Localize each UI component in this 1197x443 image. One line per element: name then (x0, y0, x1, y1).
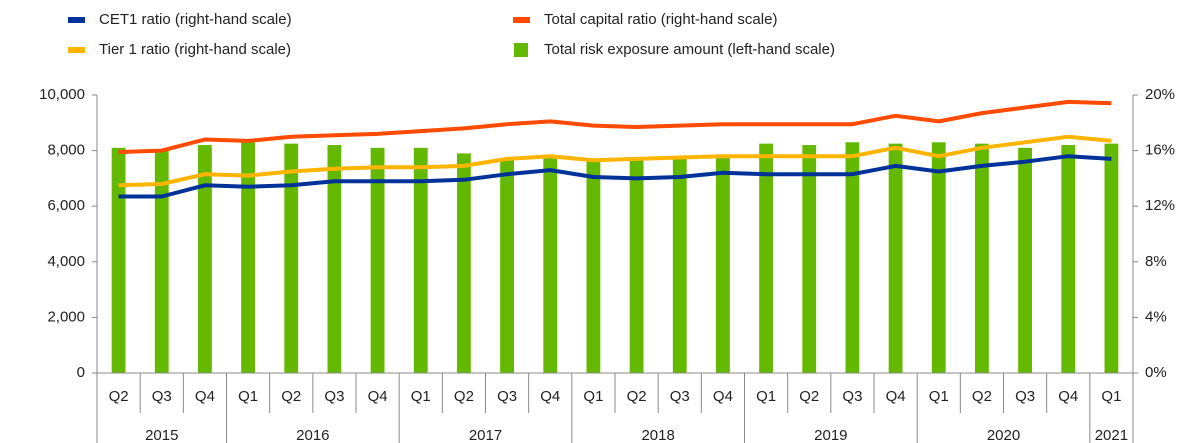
y-tick-label: 10,000 (39, 86, 85, 103)
legend-label: CET1 ratio (right-hand scale) (99, 11, 292, 28)
y2-tick-label: 16% (1145, 142, 1175, 159)
legend-swatch (68, 17, 85, 23)
y-tick-label: 0 (77, 364, 85, 381)
bar (759, 143, 773, 373)
x-tick-label: Q1 (929, 388, 949, 405)
x-group-label: 2020 (987, 427, 1020, 443)
line (118, 154, 1112, 199)
legend-swatch (68, 47, 85, 53)
x-tick-label: Q2 (972, 388, 992, 405)
x-tick-label: Q4 (368, 388, 388, 405)
bar (111, 147, 126, 373)
bar (802, 145, 817, 373)
x-tick-label: Q4 (713, 388, 733, 405)
bar (284, 143, 299, 373)
bar (413, 147, 428, 373)
x-group-label: 2021 (1095, 427, 1128, 443)
legend-swatch (514, 43, 528, 57)
line (118, 99, 1112, 154)
x-tick-label: Q4 (886, 388, 906, 405)
y2-tick-label: 12% (1145, 197, 1175, 214)
x-tick-label: Q1 (238, 388, 258, 405)
legend-label: Tier 1 ratio (right-hand scale) (99, 41, 291, 58)
bar (543, 157, 558, 373)
x-tick-label: Q2 (627, 388, 647, 405)
bar (845, 142, 860, 373)
x-tick-label: Q2 (109, 388, 129, 405)
bar (1104, 143, 1119, 373)
legend-label: Total capital ratio (right-hand scale) (544, 11, 777, 28)
x-group-label: 2018 (641, 427, 674, 443)
bar (198, 145, 212, 373)
bar (931, 142, 946, 373)
bar (888, 143, 903, 373)
x-tick-label: Q2 (281, 388, 301, 405)
bar (672, 158, 687, 373)
bar (327, 145, 342, 373)
x-tick-label: Q3 (324, 388, 344, 405)
bar (154, 150, 169, 373)
y2-tick-label: 8% (1145, 253, 1167, 270)
x-tick-label: Q1 (583, 388, 603, 405)
bar (500, 158, 514, 373)
y2-tick-label: 0% (1145, 364, 1167, 381)
bar (1018, 147, 1032, 373)
x-tick-label: Q2 (454, 388, 474, 405)
x-tick-label: Q3 (842, 388, 862, 405)
x-group-label: 2015 (145, 427, 178, 443)
line (118, 134, 1112, 188)
legend-label: Total risk exposure amount (left-hand sc… (544, 41, 835, 58)
x-tick-label: Q3 (152, 388, 172, 405)
x-tick-label: Q3 (670, 388, 690, 405)
y2-tick-label: 20% (1145, 86, 1175, 103)
x-tick-label: Q1 (756, 388, 776, 405)
y-tick-label: 6,000 (47, 197, 85, 214)
bar (629, 158, 644, 373)
bar (241, 142, 255, 373)
y-tick-label: 4,000 (47, 253, 85, 270)
bar (457, 153, 471, 373)
y-tick-label: 8,000 (47, 142, 85, 159)
bar (586, 158, 601, 373)
x-tick-label: Q3 (1015, 388, 1035, 405)
y-tick-label: 2,000 (47, 308, 85, 325)
bar (716, 156, 730, 373)
bar (1061, 145, 1076, 373)
x-tick-label: Q1 (411, 388, 431, 405)
y2-tick-label: 4% (1145, 308, 1167, 325)
x-tick-label: Q1 (1101, 388, 1121, 405)
bar (975, 143, 989, 373)
legend-swatch (513, 17, 530, 23)
x-group-label: 2017 (469, 427, 502, 443)
bar (370, 147, 385, 373)
x-tick-label: Q4 (540, 388, 560, 405)
x-tick-label: Q4 (195, 388, 215, 405)
x-tick-label: Q2 (799, 388, 819, 405)
x-tick-label: Q4 (1058, 388, 1078, 405)
x-group-label: 2019 (814, 427, 847, 443)
x-group-label: 2016 (296, 427, 329, 443)
x-tick-label: Q3 (497, 388, 517, 405)
